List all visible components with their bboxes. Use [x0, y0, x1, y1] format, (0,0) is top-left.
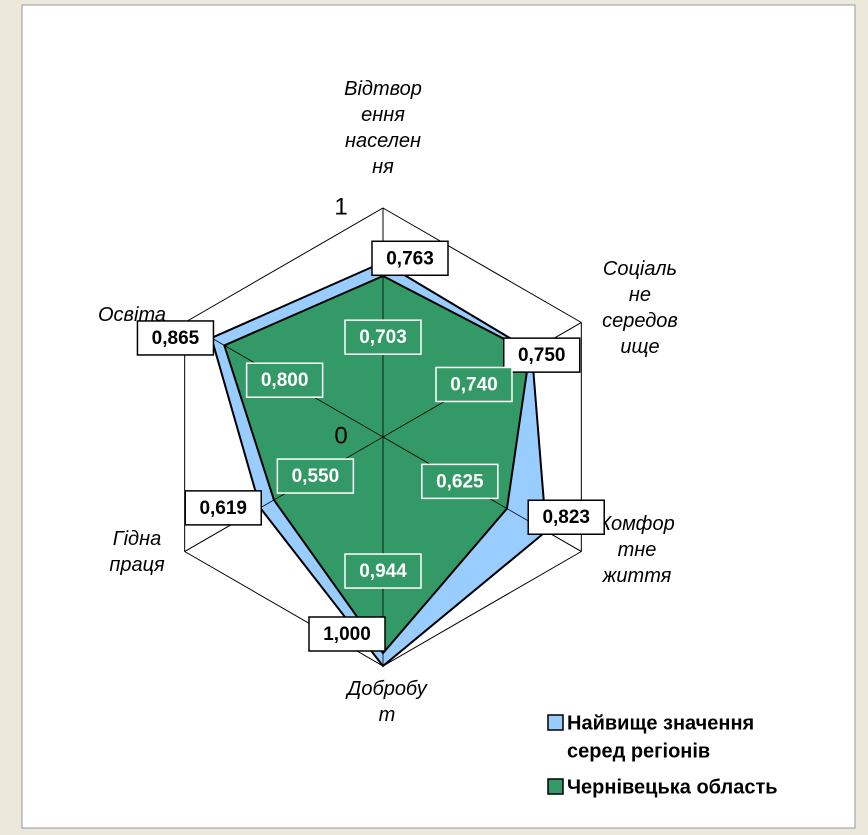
- value-label: 0,944: [359, 561, 407, 582]
- value-label: 0,619: [199, 498, 247, 519]
- legend-label: серед регіонів: [567, 740, 710, 762]
- value-label-box: [344, 553, 422, 589]
- value-label-box: [245, 362, 324, 398]
- category-label: Комфор тне життя: [599, 513, 675, 587]
- value-label-box: [527, 499, 605, 535]
- value-label: 0,763: [386, 248, 434, 269]
- legend-swatch: [547, 714, 564, 731]
- category-label: Відтвор ення населен ня: [344, 78, 422, 178]
- value-label: 0,823: [542, 507, 590, 528]
- value-label-box: [136, 320, 215, 356]
- legend-label: Чернівецька область: [567, 776, 778, 798]
- category-line: не: [629, 284, 651, 306]
- category-line: Гідна: [113, 528, 162, 550]
- value-label-box: [435, 366, 513, 403]
- value-label-box: [421, 463, 499, 500]
- category-line: ення: [361, 104, 405, 126]
- y-tick-label: 0: [334, 422, 347, 449]
- axis-spoke: [184, 436, 384, 552]
- value-label: 0,865: [152, 328, 200, 349]
- value-label: 0,800: [261, 370, 309, 391]
- category-line: т: [379, 704, 396, 726]
- legend-swatch: [547, 778, 564, 795]
- category-line: Відтвор: [344, 78, 422, 100]
- category-line: Добробу: [345, 678, 428, 700]
- category-label: Соціаль не середов ище: [602, 258, 678, 358]
- value-label-box: [344, 319, 422, 355]
- category-line: населен: [345, 130, 421, 152]
- value-label: 0,703: [359, 327, 407, 348]
- category-line: ня: [372, 156, 394, 178]
- y-tick-label: 1: [334, 193, 347, 220]
- category-line: ище: [620, 336, 659, 358]
- value-label: 1,000: [323, 624, 371, 645]
- legend-label: Найвище значення: [567, 712, 754, 734]
- value-label-box: [502, 337, 581, 373]
- value-label: 0,750: [518, 345, 566, 366]
- category-label: Добробу т: [345, 678, 428, 726]
- value-label-box: [371, 240, 449, 277]
- value-label: 0,740: [450, 374, 498, 395]
- category-line: середов: [602, 310, 678, 332]
- category-line: життя: [602, 565, 672, 587]
- category-label: Гідна праця: [109, 528, 165, 576]
- value-label-box: [308, 616, 386, 652]
- category-line: Комфор: [599, 513, 675, 535]
- category-line: тне: [618, 539, 657, 561]
- value-label: 0,625: [436, 471, 484, 492]
- value-label: 0,550: [292, 466, 340, 487]
- category-line: праця: [109, 554, 165, 576]
- category-line: Соціаль: [603, 258, 677, 280]
- value-label-box: [276, 458, 355, 494]
- value-label-box: [184, 490, 262, 526]
